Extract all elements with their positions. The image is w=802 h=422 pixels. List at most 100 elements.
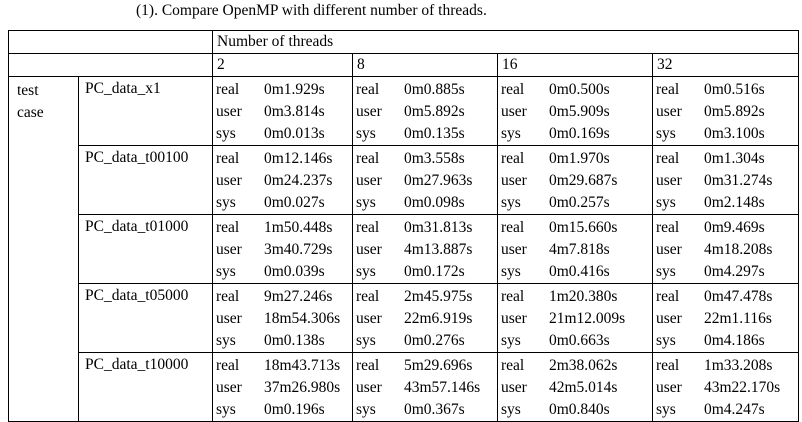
metric-label: user [656,172,682,189]
time-value: 43m22.170s [704,379,781,396]
time-value: 0m2.148s [704,194,765,211]
thread-count-header: 16 [497,53,653,77]
timing-cell: real 1m20.380s user 21m12.009s sys 0m0.663s [497,283,653,353]
time-value: 0m24.237s [264,172,333,189]
time-value: 0m5.892s [404,103,465,120]
thread-count-header: 32 [652,53,799,77]
timing-cell: real 0m31.813s user 4m13.887s sys 0m0.172s [352,214,498,284]
metric-label: real [356,288,380,305]
time-value: 0m9.469s [704,219,765,236]
table-row: PC_data_t10000 real 18m43.713s user 37m26.98… [9,352,799,422]
metric-label: real [356,219,380,236]
metric-label: user [356,310,382,327]
timing-cell: real 1m50.448s user 3m40.729s sys 0m0.039s [212,214,353,284]
timing-cell: real 0m1.929s user 0m3.814s sys 0m0.013s [212,76,353,146]
metric-label: sys [356,332,376,349]
metric-label: sys [501,125,521,142]
thread-count-header: 8 [352,53,498,77]
time-value: 0m0.138s [264,332,325,349]
timing-cell: real 0m1.970s user 0m29.687s sys 0m0.257s [497,145,653,215]
time-value: 22m6.919s [404,310,473,327]
metric-label: sys [656,194,676,211]
metric-label: real [216,219,240,236]
dataset-name-cell: PC_data_t10000 [78,352,213,422]
time-value: 0m5.892s [704,103,765,120]
metric-label: user [656,310,682,327]
time-value: 0m0.367s [404,401,465,418]
metric-label: real [501,357,525,374]
time-value: 43m57.146s [404,379,481,396]
time-value: 0m0.663s [549,332,610,349]
dataset-name-cell: PC_data_x1 [78,76,213,146]
metric-label: real [356,357,380,374]
time-value: 0m0.196s [264,401,325,418]
test-case-label: test [17,82,39,99]
timing-cell: real 1m33.208s user 43m22.170s sys 0m4.247s [652,352,799,422]
metric-label: user [216,103,242,120]
time-value: 9m27.246s [264,288,333,305]
time-value: 0m1.970s [549,150,610,167]
time-value: 0m31.813s [404,219,473,236]
metric-label: sys [656,125,676,142]
metric-label: user [656,241,682,258]
timing-cell: real 5m29.696s user 43m57.146s sys 0m0.367s [352,352,498,422]
metric-label: user [501,379,527,396]
metric-label: user [656,103,682,120]
time-value: 0m5.909s [549,103,610,120]
time-value: 2m45.975s [404,288,473,305]
corner-cell [8,30,213,54]
time-value: 0m31.274s [704,172,773,189]
time-value: 0m15.660s [549,219,618,236]
time-value: 3m40.729s [264,241,333,258]
metric-label: sys [356,263,376,280]
timing-cell: real 0m3.558s user 0m27.963s sys 0m0.098s [352,145,498,215]
metric-label: real [216,357,240,374]
time-value: 0m0.027s [264,194,325,211]
time-value: 0m3.100s [704,125,765,142]
threads-group-header: Number of threads [212,30,799,54]
timing-cell: real 0m12.146s user 0m24.237s sys 0m0.027s [212,145,353,215]
table-row: test case PC_data_x1 real 0m1.929s user 0m3.81… [8,76,799,422]
metric-label: sys [656,332,676,349]
timing-cell: real 9m27.246s user 18m54.306s sys 0m0.138s [212,283,353,353]
timing-cell: real 0m0.885s user 0m5.892s sys 0m0.135s [352,76,498,146]
metric-label: sys [501,332,521,349]
time-value: 0m29.687s [549,172,618,189]
table-row: PC_data_t05000 real 9m27.246s user 18m54.306… [9,283,799,353]
header-row-threads: 2 8 16 32 [8,53,799,77]
timing-cell: real 0m0.516s user 0m5.892s sys 0m3.100s [652,76,799,146]
metric-label: user [501,172,527,189]
table-row: PC_data_t00100 real 0m12.146s user 0m24.237s… [9,145,799,215]
table-row: PC_data_t01000 real 1m50.448s user 3m40.729s… [9,214,799,284]
metric-label: user [501,241,527,258]
metric-label: user [216,241,242,258]
time-value: 0m0.885s [404,81,465,98]
metric-label: real [656,357,680,374]
time-value: 21m12.009s [549,310,626,327]
table-caption: (1). Compare OpenMP with different numbe… [136,2,487,19]
timing-cell: real 0m0.500s user 0m5.909s sys 0m0.169s [497,76,653,146]
table-body: test case PC_data_x1 real 0m1.929s user 0m3.81… [8,76,799,422]
metric-label: sys [656,401,676,418]
metric-label: sys [216,401,236,418]
time-value: 0m3.814s [264,103,325,120]
metric-label: user [356,103,382,120]
time-value: 0m1.304s [704,150,765,167]
time-value: 0m0.257s [549,194,610,211]
time-value: 2m38.062s [549,357,618,374]
timing-cell: real 2m38.062s user 42m5.014s sys 0m0.840s [497,352,653,422]
time-value: 18m43.713s [264,357,341,374]
timing-cell: real 0m1.304s user 0m31.274s sys 0m2.148s [652,145,799,215]
time-value: 0m0.840s [549,401,610,418]
time-value: 0m0.169s [549,125,610,142]
metric-label: real [501,81,525,98]
metric-label: sys [356,401,376,418]
metric-label: sys [656,263,676,280]
timing-cell: real 18m43.713s user 37m26.980s sys 0m0.196s [212,352,353,422]
header-row-group: Number of threads [8,30,799,54]
time-value: 0m47.478s [704,288,773,305]
thread-count-header: 2 [212,53,353,77]
time-value: 0m0.516s [704,81,765,98]
metric-label: sys [501,194,521,211]
time-value: 0m0.500s [549,81,610,98]
